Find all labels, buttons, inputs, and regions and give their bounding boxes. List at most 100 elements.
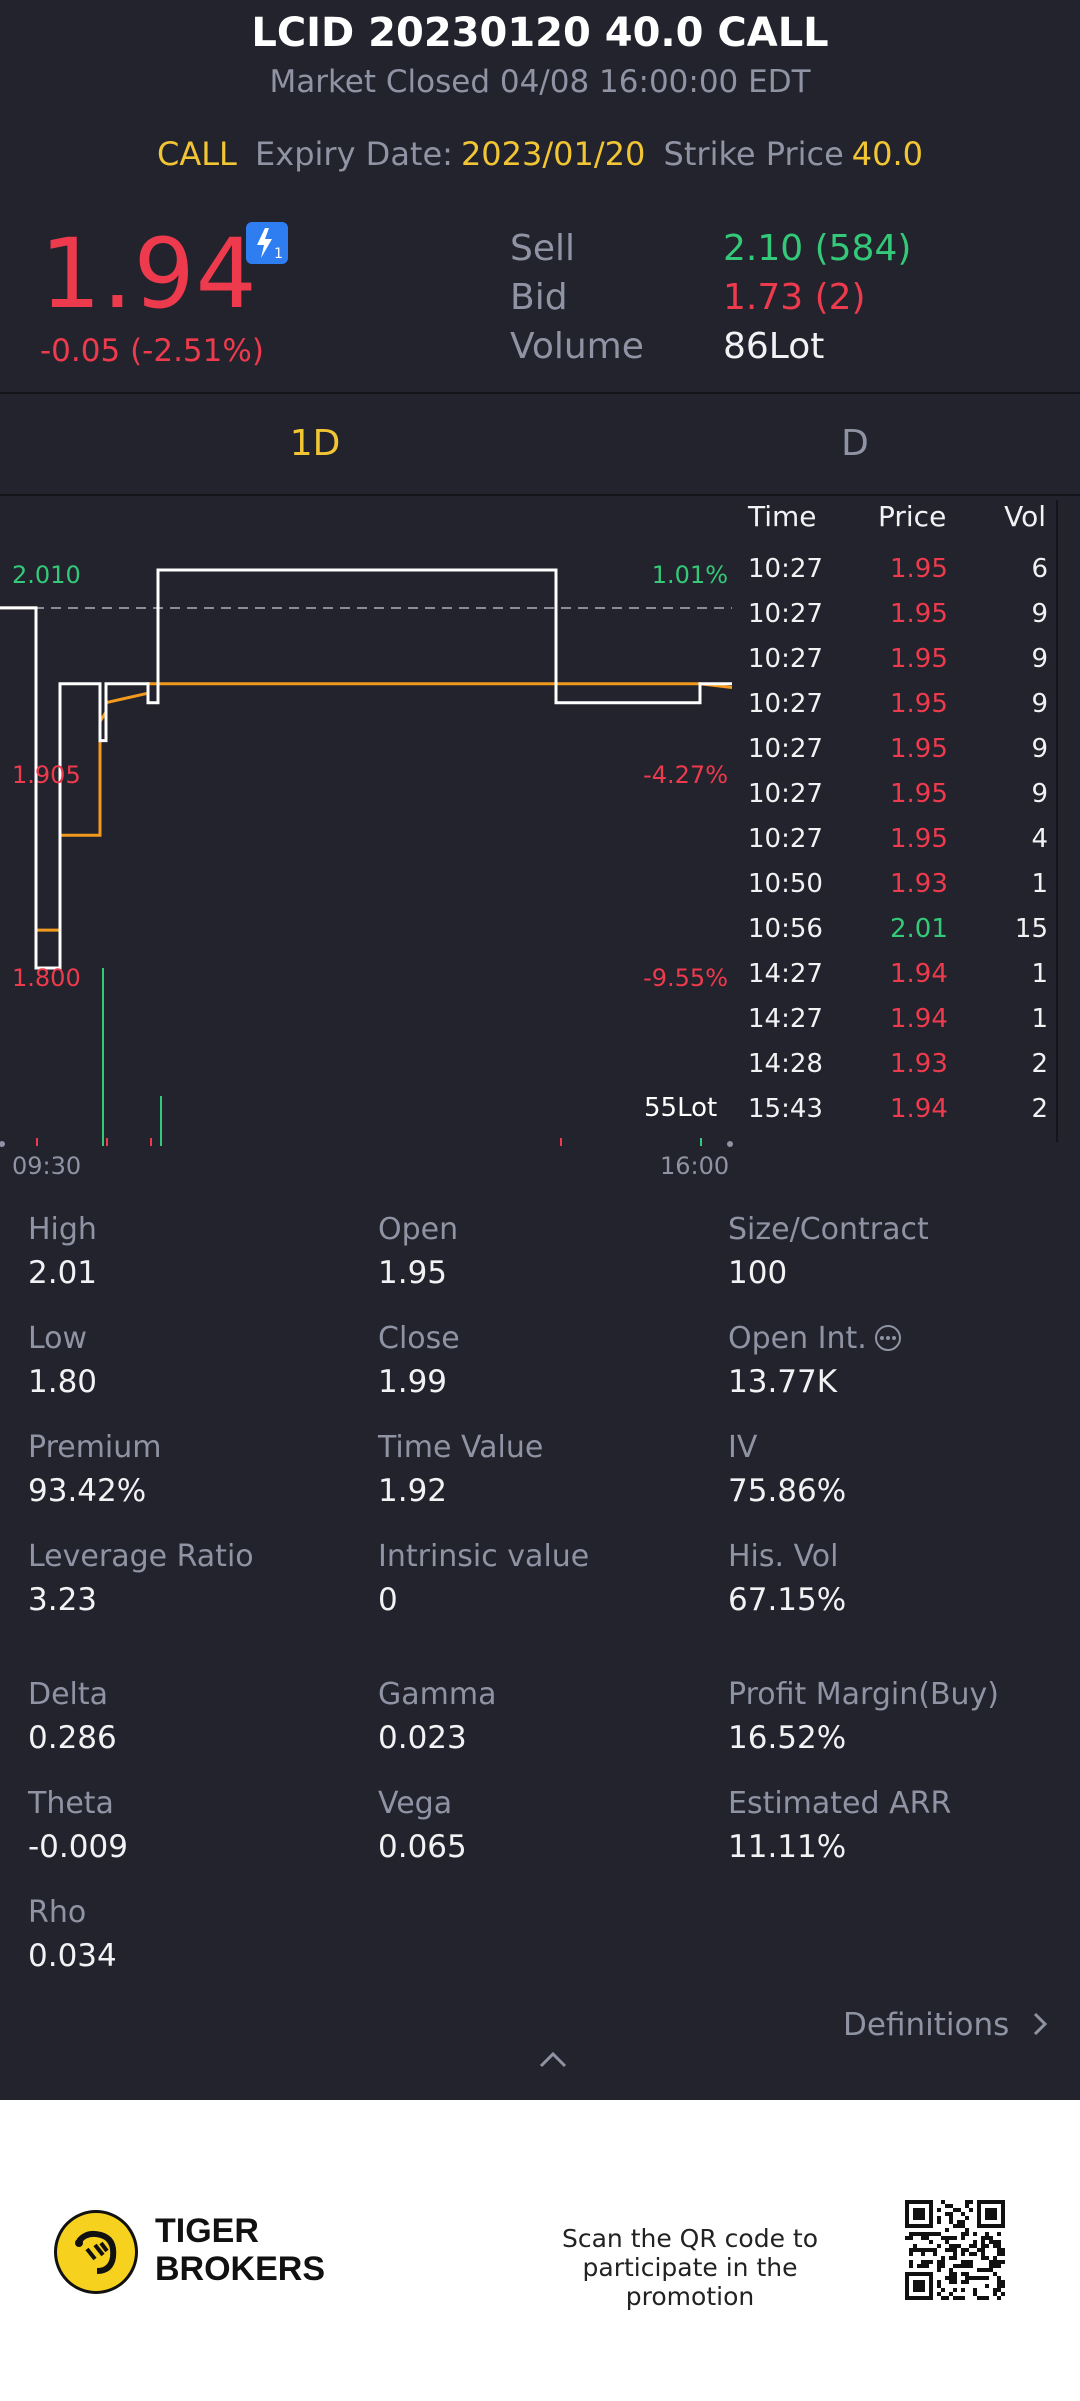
stat-close: Close 1.99 bbox=[378, 1321, 460, 1400]
stat-value: 1.95 bbox=[378, 1255, 448, 1291]
tab-1d[interactable]: 1D bbox=[289, 423, 341, 464]
stat-label: Theta bbox=[28, 1786, 114, 1821]
stat-open-int: Open Int. 13.77K bbox=[728, 1321, 903, 1400]
trade-time: 10:50 bbox=[748, 869, 823, 899]
stat-label: Low bbox=[28, 1321, 88, 1356]
bid-value: 1.73 (2) bbox=[723, 277, 866, 318]
stat-label: Size/Contract bbox=[728, 1212, 929, 1247]
stat-value: 67.15% bbox=[728, 1582, 847, 1618]
expiry-label: Expiry Date: bbox=[255, 135, 453, 173]
intraday-chart[interactable]: 2.010 1.905 1.800 1.01% -4.27% -9.55% bbox=[0, 498, 738, 1148]
trade-price: 1.94 bbox=[890, 1094, 948, 1124]
x-tick-end: 16:00 bbox=[660, 1152, 730, 1180]
average-price-line bbox=[0, 606, 733, 932]
stat-label: Delta bbox=[28, 1677, 109, 1712]
trades-header-time: Time bbox=[748, 500, 817, 533]
axis-dot-start bbox=[0, 1141, 5, 1147]
strike-value: 40.0 bbox=[851, 135, 924, 173]
trade-time: 14:27 bbox=[748, 1004, 823, 1034]
more-info-icon[interactable] bbox=[873, 1323, 903, 1353]
trade-vol: 2 bbox=[1031, 1049, 1048, 1079]
price-change: -0.05 (-2.51%) bbox=[40, 333, 264, 369]
stat-value: 0.034 bbox=[28, 1938, 117, 1974]
trade-row: 14:27 1.94 1 bbox=[738, 959, 1058, 1004]
stat-label: His. Vol bbox=[728, 1539, 839, 1574]
expiry-value: 2023/01/20 bbox=[460, 135, 646, 173]
trade-time: 10:27 bbox=[748, 599, 823, 629]
chevron-right-icon bbox=[1034, 2012, 1048, 2036]
stat-theta: Theta -0.009 bbox=[28, 1786, 128, 1865]
stat-label: Rho bbox=[28, 1895, 87, 1930]
trade-row: 10:27 1.95 9 bbox=[738, 734, 1058, 779]
stat-intrinsic-value: Intrinsic value 0 bbox=[378, 1539, 589, 1618]
qr-code-icon[interactable] bbox=[905, 2200, 1005, 2300]
chevron-up-icon[interactable] bbox=[537, 2048, 569, 2074]
stat-value: 1.99 bbox=[378, 1364, 448, 1400]
stat-value: 75.86% bbox=[728, 1473, 847, 1509]
trade-row: 10:27 1.95 4 bbox=[738, 824, 1058, 869]
stat-value: 0.065 bbox=[378, 1829, 467, 1865]
trade-time: 10:56 bbox=[748, 914, 823, 944]
stat-label: Open bbox=[378, 1212, 459, 1247]
last-price: 1.94 bbox=[40, 218, 258, 330]
trade-vol: 9 bbox=[1031, 644, 1048, 674]
stat-high: High 2.01 bbox=[28, 1212, 97, 1291]
stat-value: 3.23 bbox=[28, 1582, 98, 1618]
stat-label: IV bbox=[728, 1430, 758, 1465]
stat-value: 13.77K bbox=[728, 1364, 838, 1400]
volume-bars bbox=[36, 968, 702, 1146]
stat-label: Open Int. bbox=[728, 1321, 867, 1356]
trade-vol: 9 bbox=[1031, 599, 1048, 629]
trade-vol: 2 bbox=[1031, 1094, 1048, 1124]
stat-value: 0 bbox=[378, 1582, 398, 1618]
trade-row: 10:27 1.95 9 bbox=[738, 599, 1058, 644]
definitions-link[interactable]: Definitions bbox=[843, 2007, 1051, 2043]
trade-row: 10:27 1.95 6 bbox=[738, 554, 1058, 599]
stat-low: Low 1.80 bbox=[28, 1321, 97, 1400]
stat-value: 100 bbox=[728, 1255, 788, 1291]
trade-vol: 4 bbox=[1031, 824, 1048, 854]
contract-title: LCID 20230120 40.0 CALL bbox=[251, 10, 829, 56]
promo-line1: Scan the QR code to bbox=[561, 2224, 819, 2253]
stat-delta: Delta 0.286 bbox=[28, 1677, 117, 1756]
volume-label: Volume bbox=[510, 326, 644, 367]
stat-gamma: Gamma 0.023 bbox=[378, 1677, 496, 1756]
chart-tabs: 1D D bbox=[0, 392, 1080, 496]
y-label-mid: 1.905 bbox=[12, 761, 81, 789]
stat-his-vol: His. Vol 67.15% bbox=[728, 1539, 846, 1618]
trade-price: 1.93 bbox=[890, 1049, 948, 1079]
stat-rho: Rho 0.034 bbox=[28, 1895, 117, 1974]
trade-vol: 1 bbox=[1031, 869, 1048, 899]
trade-time: 10:27 bbox=[748, 689, 823, 719]
volume-value: 86Lot bbox=[723, 326, 825, 367]
stat-label: Leverage Ratio bbox=[28, 1539, 254, 1574]
strike-label: Strike Price bbox=[663, 135, 844, 173]
trade-time: 10:27 bbox=[748, 779, 823, 809]
lightning-1-icon[interactable]: 1 bbox=[246, 222, 288, 264]
tab-d[interactable]: D bbox=[841, 423, 869, 464]
trade-price: 2.01 bbox=[890, 914, 948, 944]
volume-bar bbox=[160, 1096, 162, 1146]
pct-label-top: 1.01% bbox=[652, 561, 728, 589]
stat-label: Gamma bbox=[378, 1677, 497, 1712]
trade-vol: 1 bbox=[1031, 959, 1048, 989]
trade-row: 10:50 1.93 1 bbox=[738, 869, 1058, 914]
trade-row: 10:27 1.95 9 bbox=[738, 644, 1058, 689]
x-tick-start: 09:30 bbox=[12, 1152, 82, 1180]
trade-price: 1.95 bbox=[890, 554, 948, 584]
stat-open: Open 1.95 bbox=[378, 1212, 458, 1291]
trade-row: 14:28 1.93 2 bbox=[738, 1049, 1058, 1094]
brand-line1: TIGER bbox=[155, 2212, 259, 2250]
stat-label: Profit Margin(Buy) bbox=[728, 1677, 1000, 1712]
sell-label: Sell bbox=[510, 228, 576, 269]
stat-label: Time Value bbox=[378, 1430, 544, 1465]
trade-price: 1.93 bbox=[890, 869, 948, 899]
stat-vega: Vega 0.065 bbox=[378, 1786, 467, 1865]
trade-price: 1.95 bbox=[890, 599, 948, 629]
trade-time: 15:43 bbox=[748, 1094, 823, 1124]
time-and-sales[interactable]: Time Price Vol 10:27 1.95 6 10:27 1.95 9 10:27… bbox=[738, 500, 1058, 1142]
market-status: Market Closed 04/08 16:00:00 EDT bbox=[269, 64, 811, 100]
stat-value: 2.01 bbox=[28, 1255, 98, 1291]
volume-bar bbox=[102, 968, 104, 1146]
trade-row: 10:27 1.95 9 bbox=[738, 689, 1058, 734]
